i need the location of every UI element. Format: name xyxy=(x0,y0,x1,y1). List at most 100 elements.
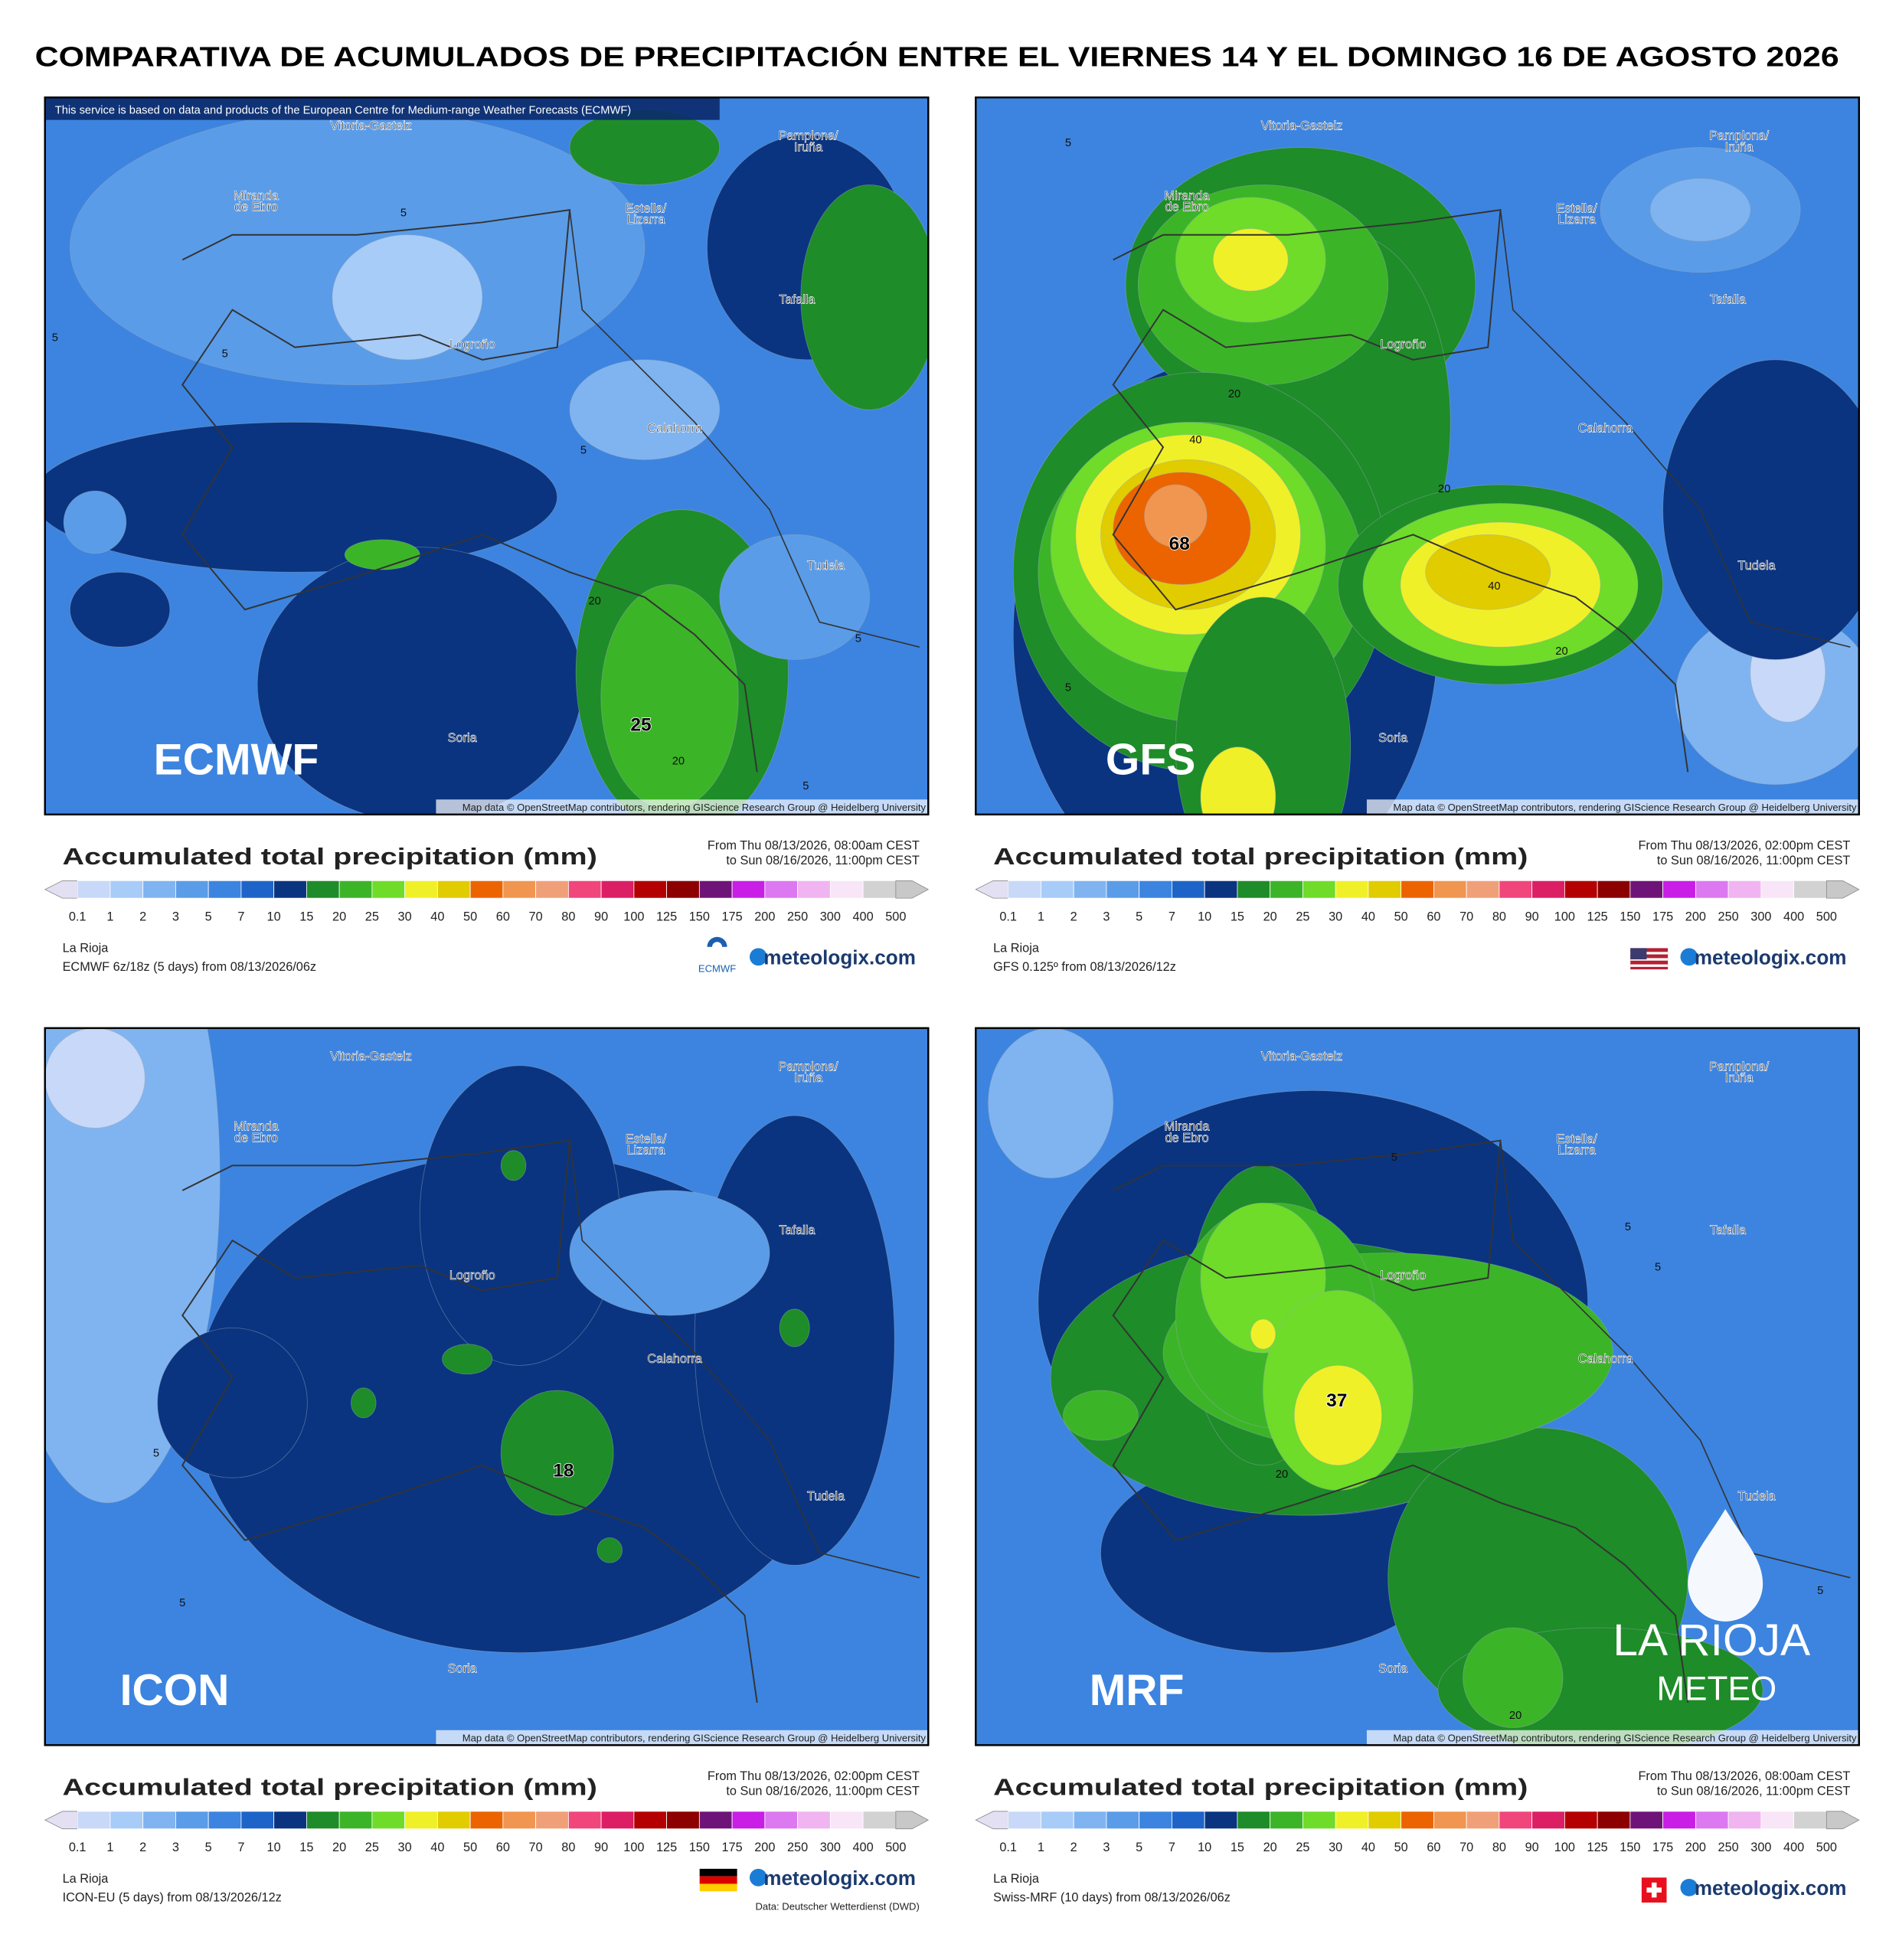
legend-swatch xyxy=(1597,1811,1631,1830)
city-label: Calahorra xyxy=(1578,1352,1633,1366)
model-label: ICON xyxy=(120,1666,230,1715)
legend-swatch xyxy=(1727,880,1762,899)
legend-swatch xyxy=(1237,880,1271,899)
map-attribution: Map data © OpenStreetMap contributors, r… xyxy=(1393,1732,1857,1743)
legend-tick-label: 250 xyxy=(787,1841,808,1854)
attribution-bg xyxy=(436,1730,929,1746)
city-label: Miranda xyxy=(1165,189,1211,203)
contour-label: 20 xyxy=(1555,645,1567,658)
legend-tick-label: 70 xyxy=(529,1841,543,1854)
province-border xyxy=(1499,1140,1851,1579)
legend-tick-label: 90 xyxy=(594,1841,608,1854)
province-border xyxy=(569,210,920,648)
contour-label: 5 xyxy=(222,348,228,361)
city-label: Logroño xyxy=(449,338,495,351)
legend-swatch xyxy=(567,880,602,899)
legend-swatch xyxy=(306,880,340,899)
legend-swatch xyxy=(1139,1811,1172,1830)
city-label: Tafalla xyxy=(779,1223,815,1237)
legend-tick-label: 30 xyxy=(1329,910,1342,923)
legend-tick-label: 40 xyxy=(1361,910,1375,923)
legend-tick-label: 1 xyxy=(1038,910,1044,923)
brand-icon xyxy=(1680,948,1698,966)
precip-area xyxy=(600,584,739,810)
legend-tick-label: 1 xyxy=(1038,1841,1044,1854)
contour-label: 5 xyxy=(580,444,587,456)
legend-swatch xyxy=(764,1811,799,1830)
contour-label: 5 xyxy=(855,633,861,645)
legend-tick-label: 300 xyxy=(1750,910,1771,923)
map-attribution: Map data © OpenStreetMap contributors, r… xyxy=(462,1732,927,1743)
legend-swatch xyxy=(829,1811,864,1830)
legend-tick-label: 0.1 xyxy=(999,910,1017,923)
city-label: Pamplona/ xyxy=(1709,129,1769,143)
legend-swatch xyxy=(1302,880,1336,899)
contour-label: 40 xyxy=(1189,434,1201,446)
contour-label: 37 xyxy=(1326,1390,1347,1411)
precip-area xyxy=(442,1344,493,1375)
legend-swatch xyxy=(469,880,504,899)
precip-area xyxy=(332,234,483,361)
legend-tick-label: 2 xyxy=(139,910,146,923)
brand-icon xyxy=(749,948,767,966)
model-label: ECMWF xyxy=(154,736,319,785)
legend-tick-label: 80 xyxy=(561,1841,575,1854)
city-label: Logroño xyxy=(1380,338,1426,351)
contour-label: 5 xyxy=(153,1447,159,1459)
brand: meteologix.com xyxy=(1695,1877,1847,1900)
city-label: Vitoria-Gasteiz xyxy=(1261,1050,1343,1063)
legend-tick-label: 90 xyxy=(1525,910,1539,923)
region-border xyxy=(1112,1139,1689,1704)
legend-swatch xyxy=(1727,1811,1762,1830)
city-label: Calahorra xyxy=(647,422,702,436)
contour-label: 20 xyxy=(1438,483,1450,495)
map-attribution: Map data © OpenStreetMap contributors, r… xyxy=(462,802,927,813)
model-run: Swiss-MRF (10 days) from 08/13/2026/06z xyxy=(993,1890,1231,1904)
legend-tick-label: 70 xyxy=(1459,910,1473,923)
city-label: Lizarra xyxy=(627,213,666,227)
period-from: From Thu 08/13/2026, 08:00am CEST xyxy=(708,838,920,852)
legend-tick-label: 1 xyxy=(106,910,113,923)
legend-tick-label: 3 xyxy=(172,1841,179,1854)
city-label: Vitoria-Gasteiz xyxy=(330,119,412,133)
legend-swatch xyxy=(666,1811,700,1830)
contour-label: 5 xyxy=(1391,1152,1397,1164)
legend-tick-label: 100 xyxy=(1554,910,1575,923)
brand-icon xyxy=(749,1868,767,1886)
precip-area xyxy=(44,1027,145,1129)
map-frame xyxy=(975,96,1861,816)
legend-tick-label: 300 xyxy=(1750,1841,1771,1854)
precip-area xyxy=(1200,746,1276,815)
legend-tick-label: 150 xyxy=(689,1841,710,1854)
region-name: La Rioja xyxy=(993,1872,1040,1886)
page-title: COMPARATIVA DE ACUMULADOS DE PRECIPITACI… xyxy=(35,41,1839,72)
legend-tick-label: 500 xyxy=(1816,1841,1837,1854)
legend-swatch xyxy=(1139,880,1172,899)
precip-area xyxy=(779,1308,810,1348)
region-name: La Rioja xyxy=(63,1872,109,1886)
legend-swatch xyxy=(1008,880,1041,899)
legend-tick-label: 10 xyxy=(1198,1841,1211,1854)
legend-tick-label: 5 xyxy=(1136,910,1142,923)
city-label: Lizarra xyxy=(1557,213,1597,227)
map-frame xyxy=(44,96,930,816)
legend-tick-label: 0.1 xyxy=(69,1841,87,1854)
legend-swatch xyxy=(731,880,766,899)
legend-tick-label: 10 xyxy=(1198,910,1211,923)
legend-swatch xyxy=(633,880,668,899)
legend-tick-label: 7 xyxy=(1168,1841,1175,1854)
legend-tick-label: 400 xyxy=(852,910,873,923)
brand: meteologix.com xyxy=(1695,946,1847,969)
legend-tick-label: 7 xyxy=(237,910,244,923)
period-to: to Sun 08/16/2026, 11:00pm CEST xyxy=(726,1785,920,1798)
precip-area xyxy=(1250,1318,1276,1350)
legend-swatch xyxy=(142,880,176,899)
legend-swatch xyxy=(633,1811,668,1830)
precip-area xyxy=(1425,534,1551,610)
city-label: Soria xyxy=(1378,731,1408,745)
legend-swatch xyxy=(1793,1811,1827,1830)
